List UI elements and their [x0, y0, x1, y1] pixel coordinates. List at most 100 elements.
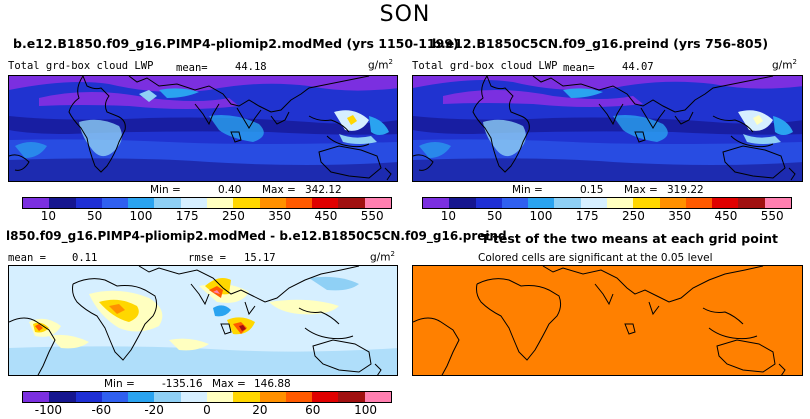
panel1-colorbar-tick: 100 — [129, 209, 153, 223]
colorbar-swatch — [659, 198, 686, 208]
colorbar-swatch — [233, 392, 260, 402]
panel3-colorbar-tick: -20 — [144, 403, 164, 417]
panel3-min-value: -135.16 — [162, 378, 203, 390]
colorbar-swatch — [528, 198, 555, 208]
colorbar-swatch — [312, 198, 339, 208]
colorbar-swatch — [364, 392, 391, 402]
colorbar-swatch — [180, 392, 207, 402]
colorbar-swatch — [606, 198, 634, 208]
colorbar-swatch — [685, 198, 713, 208]
panel3-mean-label: mean = — [8, 252, 46, 264]
panel2-variable-label: Total grd-box cloud LWP — [412, 60, 558, 72]
colorbar-swatch — [206, 198, 234, 208]
colorbar-swatch — [101, 198, 129, 208]
panel3-colorbar-tick: -60 — [91, 403, 112, 417]
panel1-map — [8, 75, 398, 182]
colorbar-swatch — [154, 198, 181, 208]
panel3-colorbar-tick: 100 — [354, 403, 378, 417]
panel2-mean-value: 44.07 — [622, 61, 654, 73]
colorbar-swatch — [423, 198, 450, 208]
panel1-colorbar-tick: 350 — [268, 209, 292, 223]
colorbar-swatch — [475, 198, 502, 208]
panel1-max-label: Max = — [262, 184, 296, 196]
colorbar-swatch — [449, 198, 476, 208]
panel3-min-label: Min = — [104, 378, 135, 390]
colorbar-swatch — [764, 198, 791, 208]
colorbar-swatch — [633, 198, 660, 208]
colorbar-swatch — [154, 392, 181, 402]
colorbar-swatch — [23, 392, 50, 402]
colorbar-swatch — [75, 198, 102, 208]
panel3-rmse-label: rmse = — [188, 252, 226, 264]
panel1-title: b.e12.B1850.f09_g16.PIMP4-pliomip2.modMe… — [13, 36, 459, 51]
panel2-colorbar-tick: 50 — [487, 209, 503, 223]
panel3-units: g/m2 — [370, 250, 395, 264]
panel1-max-value: 342.12 — [305, 184, 342, 196]
panel3-mean-value: 0.11 — [72, 252, 98, 264]
panel2-units: g/m2 — [772, 58, 797, 72]
panel2-colorbar-tick: 350 — [668, 209, 692, 223]
panel2-colorbar-tick: 100 — [529, 209, 553, 223]
panel4-map-field — [413, 266, 802, 375]
panel3-colorbar-tick: 60 — [305, 403, 321, 417]
panel1-colorbar-tick: 250 — [221, 209, 245, 223]
panel3-colorbar-tick: 20 — [252, 403, 268, 417]
colorbar-swatch — [285, 198, 313, 208]
panel2-colorbar — [422, 197, 792, 209]
panel1-units: g/m2 — [368, 58, 393, 72]
colorbar-swatch — [501, 198, 529, 208]
colorbar-swatch — [554, 198, 581, 208]
panel1-colorbar-tick: 50 — [87, 209, 103, 223]
colorbar-swatch — [712, 198, 739, 208]
colorbar-swatch — [312, 392, 339, 402]
colorbar-swatch — [580, 198, 607, 208]
panel2-map-field — [413, 76, 802, 181]
panel2-title: b.e12.B1850C5CN.f09_g16.preind (yrs 756-… — [432, 36, 769, 51]
colorbar-swatch — [23, 198, 50, 208]
colorbar-swatch — [233, 198, 260, 208]
panel2-colorbar-tick: 10 — [440, 209, 457, 223]
panel1-colorbar-tick: 550 — [360, 209, 384, 223]
panel2-mean-label: mean= — [563, 62, 595, 74]
panel1-colorbar-tick: 175 — [175, 209, 199, 223]
panel3-max-value: 146.88 — [254, 378, 291, 390]
panel4-title: T-test of the two means at each grid poi… — [481, 231, 778, 246]
panel2-colorbar-tick: 250 — [621, 209, 645, 223]
panel2-max-value: 319.22 — [667, 184, 704, 196]
colorbar-swatch — [364, 198, 391, 208]
colorbar-swatch — [49, 198, 76, 208]
panel2-max-label: Max = — [624, 184, 658, 196]
colorbar-swatch — [738, 198, 765, 208]
panel1-mean-value: 44.18 — [235, 61, 267, 73]
colorbar-swatch — [206, 392, 234, 402]
panel3-colorbar-tick: -100 — [34, 403, 63, 417]
panel1-colorbar-tick: 450 — [314, 209, 338, 223]
panel2-min-label: Min = — [512, 184, 543, 196]
panel3-rmse-value: 15.17 — [244, 252, 276, 264]
panel1-variable-label: Total grd-box cloud LWP — [8, 60, 154, 72]
panel3-map-field — [9, 266, 397, 375]
panel2-colorbar-tick: 175 — [575, 209, 599, 223]
colorbar-swatch — [259, 392, 286, 402]
figure-title: SON — [379, 2, 431, 27]
colorbar-swatch — [285, 392, 313, 402]
panel1-min-label: Min = — [150, 184, 181, 196]
panel1-colorbar-tick: 10 — [40, 209, 57, 223]
colorbar-swatch — [49, 392, 76, 402]
colorbar-swatch — [101, 392, 129, 402]
panel2-colorbar-tick: 550 — [760, 209, 784, 223]
panel4-subtitle: Colored cells are significant at the 0.0… — [478, 252, 713, 264]
colorbar-swatch — [338, 198, 365, 208]
panel2-min-value: 0.15 — [580, 184, 604, 196]
panel4-map — [412, 265, 803, 376]
panel2-map — [412, 75, 803, 182]
panel3-max-label: Max = — [212, 378, 246, 390]
panel1-mean-label: mean= — [176, 62, 208, 74]
panel2-colorbar-tick: 450 — [714, 209, 738, 223]
panel1-map-field — [9, 76, 397, 181]
colorbar-swatch — [128, 198, 155, 208]
panel3-map — [8, 265, 398, 376]
colorbar-swatch — [128, 392, 155, 402]
panel3-title: l850.f09_g16.PIMP4-pliomip2.modMed - b.e… — [6, 229, 507, 243]
colorbar-swatch — [259, 198, 286, 208]
